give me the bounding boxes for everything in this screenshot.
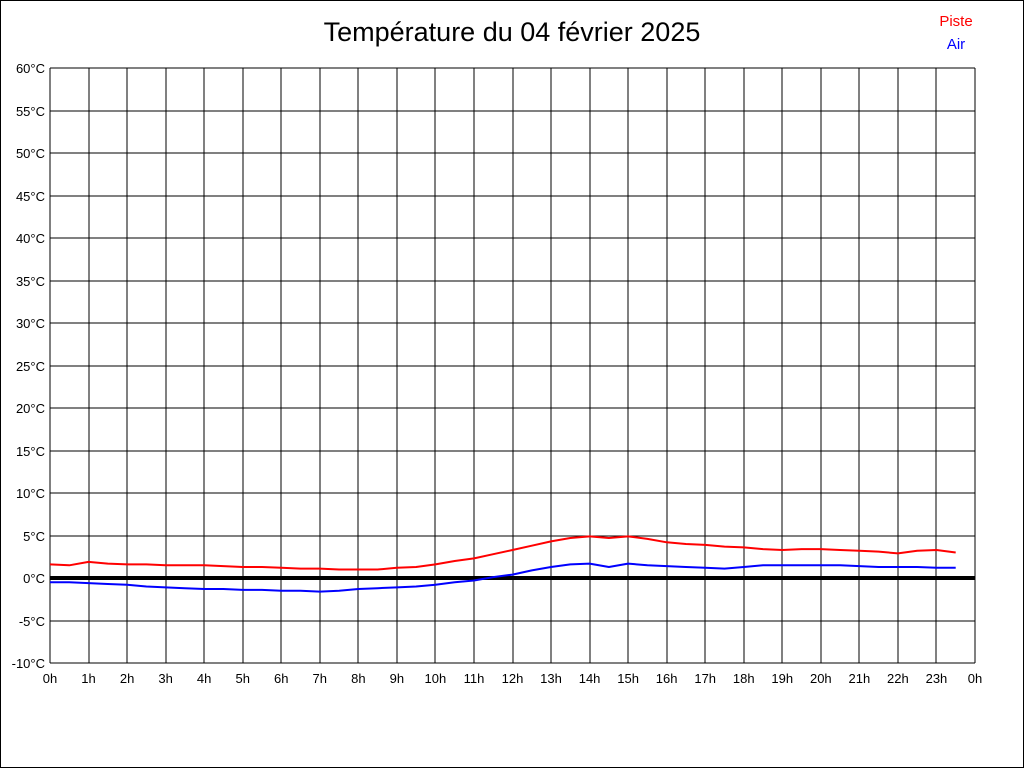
y-tick-label: -5°C: [18, 613, 45, 629]
x-tick-label: 15h: [617, 671, 639, 686]
x-tick-label: 3h: [158, 671, 173, 686]
x-tick-label: 14h: [578, 671, 601, 686]
x-tick-label: 11h: [463, 671, 485, 686]
x-tick-label: 4h: [196, 671, 212, 686]
x-tick-label: 6h: [274, 671, 289, 686]
x-tick-label: 13h: [540, 671, 562, 686]
legend: Piste Air: [918, 10, 994, 56]
x-tick-label: 0h: [42, 671, 58, 686]
x-tick-label: 9h: [389, 671, 405, 686]
x-tick-label: 8h: [351, 671, 366, 686]
y-tick-label: 55°C: [15, 103, 45, 119]
y-tick-label: 5°C: [23, 528, 45, 544]
y-tick-label: 45°C: [15, 188, 45, 204]
x-tick-label: 19h: [771, 671, 794, 686]
x-tick-label: 10h: [424, 671, 447, 686]
series-line-air: [50, 562, 956, 593]
y-tick-label: 0°C: [23, 571, 45, 586]
y-tick-label: 10°C: [15, 486, 45, 501]
x-tick-label: 2h: [119, 671, 135, 686]
x-tick-label: 17h: [694, 671, 717, 686]
plot-area: [49, 67, 976, 664]
y-tick-label: 50°C: [15, 146, 45, 161]
x-tick-label: 12h: [501, 671, 524, 686]
x-tick-label: 22h: [887, 671, 909, 686]
y-tick-label: 20°C: [15, 401, 45, 416]
x-tick-label: 7h: [312, 671, 328, 686]
legend-item-air: Air: [946, 36, 966, 53]
y-tick-label: -10°C: [11, 656, 45, 671]
chart-title: Température du 04 février 2025: [323, 17, 701, 47]
y-tick-label: 25°C: [15, 358, 45, 374]
y-tick-label: 35°C: [15, 273, 45, 289]
series-line-piste: [49, 535, 956, 571]
x-tick-label: 0h: [967, 671, 983, 686]
x-tick-label: 20h: [809, 671, 832, 686]
y-tick-label: 60°C: [15, 61, 45, 76]
x-tick-label: 23h: [925, 671, 948, 686]
legend-item-piste: Piste: [939, 13, 973, 30]
y-tick-label: 40°C: [15, 231, 45, 246]
x-tick-label: 5h: [235, 671, 250, 686]
y-tick-label: 15°C: [15, 443, 45, 459]
x-tick-label: 1h: [81, 671, 96, 686]
x-tick-label: 21h: [848, 671, 871, 686]
y-tick-label: 30°C: [15, 316, 45, 331]
x-tick-label: 16h: [655, 671, 678, 686]
x-tick-label: 18h: [732, 671, 755, 686]
